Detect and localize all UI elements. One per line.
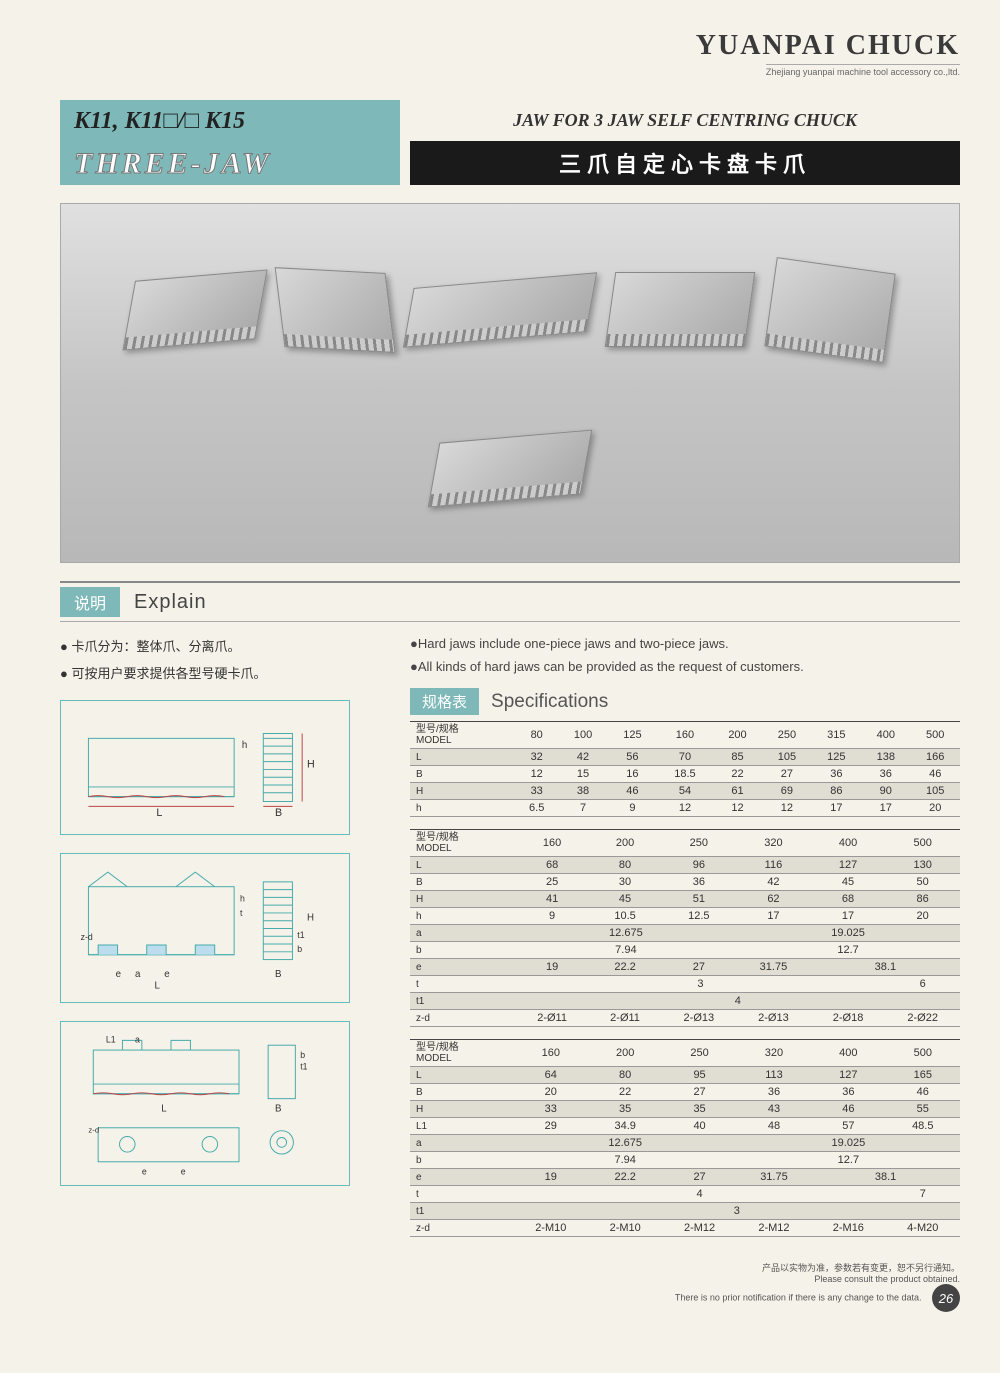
- model-codes: K11, K11□/□ K15: [60, 100, 400, 143]
- jaw-illustration: [605, 272, 756, 347]
- brand-title: YUANPAI CHUCK: [60, 30, 960, 62]
- explain-bar: 说明 Explain: [60, 581, 960, 622]
- bullet-cn: ● 卡爪分为：整体爪、分离爪。: [60, 636, 380, 655]
- title-chinese: 三爪自定心卡盘卡爪: [410, 141, 960, 185]
- svg-text:e: e: [116, 969, 121, 980]
- svg-text:t1: t1: [300, 1062, 307, 1072]
- spec-table-3: 型号/规格 MODEL160200250320400500L6480951131…: [410, 1039, 960, 1237]
- bullet-en: ●All kinds of hard jaws can be provided …: [410, 659, 960, 674]
- svg-text:h: h: [240, 893, 245, 903]
- catalog-page: YUANPAI CHUCK Zhejiang yuanpai machine t…: [0, 0, 1000, 1373]
- footer-text-en: Please consult the product obtained.: [60, 1274, 960, 1284]
- spec-label-cn: 规格表: [410, 688, 479, 715]
- spec-table-1: 型号/规格 MODEL80100125160200250315400500L32…: [410, 721, 960, 817]
- dim-B: B: [275, 807, 282, 819]
- svg-text:a: a: [135, 969, 141, 980]
- dim-h: h: [242, 740, 247, 751]
- three-jaw-label: THREE-JAW: [60, 143, 400, 185]
- right-column: ●Hard jaws include one-piece jaws and tw…: [410, 636, 960, 1249]
- explain-label-en: Explain: [134, 591, 207, 614]
- svg-text:z-d: z-d: [81, 932, 93, 942]
- svg-text:L1: L1: [106, 1034, 116, 1044]
- title-english: JAW FOR 3 JAW SELF CENTRING CHUCK: [410, 100, 960, 141]
- svg-text:e: e: [181, 1166, 186, 1176]
- svg-text:H: H: [307, 913, 314, 924]
- svg-text:t: t: [240, 908, 243, 918]
- svg-text:t1: t1: [297, 930, 304, 940]
- spec-label-en: Specifications: [491, 691, 608, 713]
- brand-block: YUANPAI CHUCK Zhejiang yuanpai machine t…: [60, 30, 960, 80]
- page-number: 26: [932, 1284, 960, 1312]
- left-column: ● 卡爪分为：整体爪、分离爪。 ● 可按用户要求提供各型号硬卡爪。 L B H …: [60, 636, 380, 1249]
- jaw-illustration: [122, 269, 267, 350]
- technical-diagram-2: z-d e a e L B b t1 H h t: [60, 853, 350, 1003]
- dim-H: H: [307, 759, 315, 771]
- svg-text:e: e: [142, 1166, 147, 1176]
- svg-text:L: L: [161, 1103, 167, 1114]
- brand-subtitle: Zhejiang yuanpai machine tool accessory …: [766, 64, 960, 77]
- footer-text-en2: There is no prior notification if there …: [675, 1292, 922, 1302]
- svg-text:z-d: z-d: [88, 1126, 99, 1135]
- svg-text:b: b: [300, 1050, 305, 1060]
- page-footer: 产品以实物为准，参数若有变更，恕不另行通知。 Please consult th…: [60, 1261, 960, 1312]
- spec-table-2: 型号/规格 MODEL160200250320400500L6880961161…: [410, 829, 960, 1027]
- jaw-illustration: [403, 272, 597, 347]
- product-photo: [60, 203, 960, 563]
- jaw-illustration: [764, 257, 895, 363]
- svg-text:B: B: [275, 1103, 281, 1114]
- svg-text:a: a: [135, 1034, 140, 1044]
- svg-text:b: b: [297, 944, 302, 954]
- jaw-illustration: [428, 430, 593, 508]
- svg-text:L: L: [154, 981, 160, 992]
- spec-title: 规格表 Specifications: [410, 688, 960, 715]
- title-block: K11, K11□/□ K15 THREE-JAW JAW FOR 3 JAW …: [60, 100, 960, 185]
- technical-diagram-3: L1 a L z-d e e B b t1: [60, 1021, 350, 1186]
- technical-diagram-1: L B H h: [60, 700, 350, 835]
- footer-text-cn: 产品以实物为准，参数若有变更，恕不另行通知。: [60, 1261, 960, 1274]
- bullet-en: ●Hard jaws include one-piece jaws and tw…: [410, 636, 960, 651]
- content-row: ● 卡爪分为：整体爪、分离爪。 ● 可按用户要求提供各型号硬卡爪。 L B H …: [60, 636, 960, 1249]
- explain-label-cn: 说明: [60, 587, 120, 617]
- bullet-cn: ● 可按用户要求提供各型号硬卡爪。: [60, 663, 380, 682]
- svg-text:B: B: [275, 969, 281, 980]
- dim-L: L: [156, 807, 162, 819]
- svg-text:e: e: [164, 969, 169, 980]
- jaw-illustration: [275, 267, 396, 353]
